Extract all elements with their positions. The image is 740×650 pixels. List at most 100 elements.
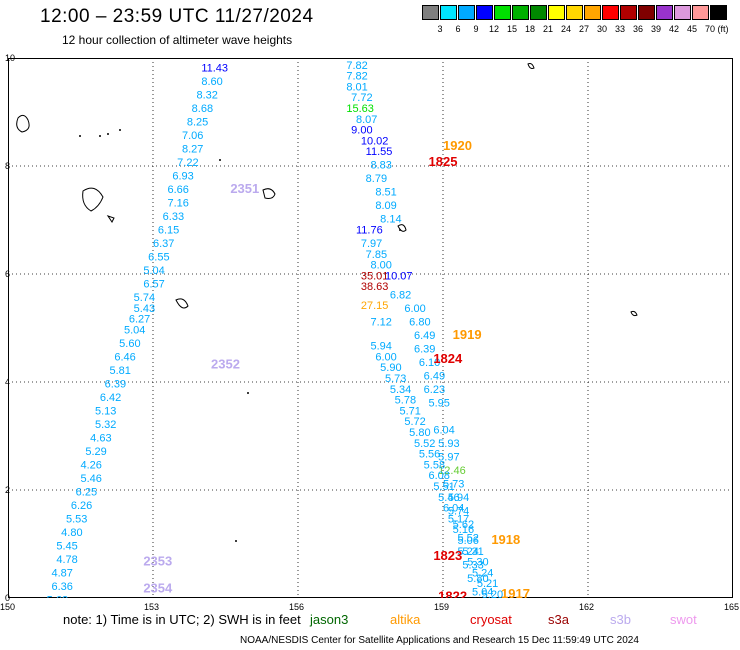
wave-height-value: 4.87 <box>52 567 73 579</box>
wave-height-value: 8.14 <box>380 214 401 226</box>
y-tick-label: 8 <box>5 161 11 171</box>
wave-height-value: 8.25 <box>187 117 208 129</box>
pass-time-label: 1919 <box>453 327 482 342</box>
pass-time-label: 1918 <box>491 532 520 547</box>
wave-height-value: 4.26 <box>81 459 102 471</box>
wave-height-value: 6.04 <box>433 424 454 436</box>
islet <box>119 129 121 131</box>
wave-height-value: 5.17 <box>448 513 469 525</box>
wave-height-value: 5.52 <box>414 438 435 450</box>
wave-height-value: 8.00 <box>371 260 392 272</box>
wave-height-value: 5.21 <box>477 578 498 590</box>
wave-height-value: 11.55 <box>366 146 393 158</box>
wave-height-value: 5.78 <box>395 395 416 407</box>
wave-height-value: 5.72 <box>404 416 425 428</box>
color-swatch <box>440 5 457 20</box>
wave-height-value: 7.12 <box>371 316 392 328</box>
y-tick-label: 2 <box>5 485 11 495</box>
color-swatch <box>458 5 475 20</box>
color-scale-label: 39 <box>650 24 661 34</box>
color-scale-label: 30 <box>596 24 607 34</box>
wave-height-value: 5.31 <box>462 546 483 558</box>
wave-height-value: 5.74 <box>134 292 155 304</box>
x-tick-label: 153 <box>144 602 160 612</box>
color-swatch <box>548 5 565 20</box>
wave-height-value: 8.27 <box>182 144 203 156</box>
wave-height-value: 6.00 <box>375 351 396 363</box>
page-title: 12:00 – 23:59 UTC 11/27/2024 <box>40 6 314 27</box>
wave-height-value: 5.46 <box>438 492 459 504</box>
wave-height-value: 5.04 <box>124 324 145 336</box>
wave-height-value: 5.04 <box>143 265 164 277</box>
pass-time-label: 1917 <box>501 586 530 598</box>
wave-height-value: 10.02 <box>361 135 389 147</box>
islet <box>399 229 401 231</box>
wave-height-value: 7.97 <box>361 238 382 250</box>
wave-height-value: 5.62 <box>453 519 474 531</box>
wave-height-value: 7.06 <box>182 130 203 142</box>
wave-height-value: 9.00 <box>351 125 372 137</box>
wave-height-map: 11.438.60 8.328.68 8.257.06 8.277.22 6.936.6… <box>8 58 733 598</box>
wave-height-value: 5.95 <box>429 397 450 409</box>
wave-height-value: 5.51 <box>433 481 454 493</box>
wave-height-value: 6.27 <box>129 314 150 326</box>
wave-height-value: 7.82 <box>346 71 367 83</box>
wave-height-value: 5.13 <box>95 405 116 417</box>
wave-height-value: 5.94 <box>371 341 392 353</box>
map-frame <box>8 58 733 598</box>
wave-height-value: 10.07 <box>385 270 413 282</box>
wave-height-value: 6.49 <box>414 330 435 342</box>
wave-height-value: 4.80 <box>61 527 82 539</box>
islet <box>79 135 81 137</box>
color-scale-label: 18 <box>524 24 535 34</box>
wave-height-value: 5.80 <box>467 573 488 585</box>
wave-height-value: 5.71 <box>400 405 421 417</box>
wave-height-value: 5.52 <box>458 532 479 544</box>
pass-time-label: 2351 <box>230 181 259 196</box>
wave-height-value: 5.33 <box>462 559 483 571</box>
wave-height-value: 6.25 <box>76 486 97 498</box>
wave-height-value: 7.82 <box>346 60 367 72</box>
satellite-name: cryosat <box>470 612 512 627</box>
wave-height-value: 4.78 <box>56 554 77 566</box>
island-coastline <box>106 215 115 223</box>
color-swatch <box>530 5 547 20</box>
island-coastline <box>175 298 189 309</box>
footnote: note: 1) Time is in UTC; 2) SWH is in fe… <box>63 612 301 627</box>
color-swatch <box>638 5 655 20</box>
wave-height-value: 8.09 <box>375 200 396 212</box>
wave-height-value: 5.56 <box>419 449 440 461</box>
wave-height-value: 6.55 <box>148 252 169 264</box>
wave-height-value: 5.62 <box>47 594 68 598</box>
wave-height-value: 8.68 <box>192 103 213 115</box>
wave-height-value: 6.66 <box>168 184 189 196</box>
wave-height-value: 5.34 <box>390 384 411 396</box>
islet <box>107 133 109 135</box>
x-tick-label: 150 <box>0 602 16 612</box>
color-scale-label: 9 <box>473 24 479 34</box>
satellite-name: s3b <box>610 612 631 627</box>
wave-height-value: 7.22 <box>177 157 198 169</box>
island-coastline <box>262 188 276 199</box>
island-coastline <box>630 310 638 317</box>
wave-height-value: 5.94 <box>448 492 469 504</box>
wave-height-value: 6.57 <box>143 279 164 291</box>
wave-height-value: 8.32 <box>197 90 218 102</box>
wave-height-value: 6.04 <box>443 503 464 515</box>
wave-height-value: 6.49 <box>424 370 445 382</box>
wave-height-value: 5.90 <box>380 362 401 374</box>
islet <box>99 135 101 137</box>
wave-height-value: 11.43 <box>201 63 228 75</box>
color-swatch <box>620 5 637 20</box>
unit-label: (ft) <box>717 24 729 34</box>
wave-height-value: 5.06 <box>458 535 479 547</box>
wave-height-value: 38.63 <box>361 281 389 293</box>
wave-height-value: 5.16 <box>453 524 474 536</box>
pass-time-label: 1920 <box>443 138 472 153</box>
wave-height-value: 6.33 <box>163 211 184 223</box>
color-swatch <box>476 5 493 20</box>
pass-time-label: 2353 <box>143 554 172 569</box>
wave-height-value: 5.74 <box>448 505 469 517</box>
wave-height-value: 8.79 <box>366 173 387 185</box>
wave-height-value: 5.30 <box>467 557 488 569</box>
